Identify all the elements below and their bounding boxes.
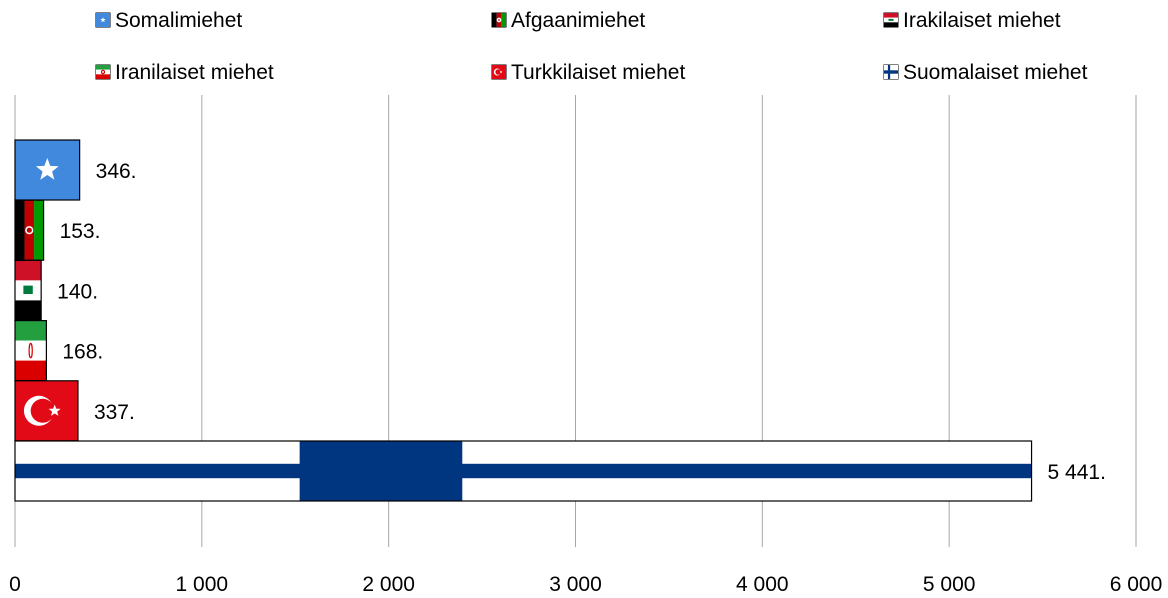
legend-label: Turkkilaiset miehet (511, 61, 685, 84)
bar-afghanistan (15, 200, 44, 261)
legend-swatch-iran-icon (96, 65, 110, 79)
legend-label: Somalimiehet (115, 9, 242, 32)
legend-item: Iranilaiset miehet (95, 61, 274, 84)
legend-label: Suomalaiset miehet (903, 61, 1088, 84)
legend-item: Turkkilaiset miehet (491, 61, 685, 84)
x-tick-label: 6 000 (1110, 573, 1163, 596)
bar-iran (15, 320, 47, 381)
legend-label: Afgaanimiehet (511, 9, 645, 32)
bar-turkey (15, 380, 78, 441)
legend-item: Afgaanimiehet (491, 9, 645, 32)
x-tick-label: 3 000 (549, 573, 602, 596)
data-label: 168. (62, 341, 103, 364)
bar-iraq (15, 260, 42, 321)
legend-item: Somalimiehet (95, 9, 242, 32)
x-tick-label: 1 000 (176, 573, 229, 596)
x-tick-label: 4 000 (736, 573, 789, 596)
x-tick-label: 2 000 (362, 573, 415, 596)
data-label: 140. (57, 280, 98, 303)
data-label: 337. (94, 401, 135, 424)
data-label: 153. (60, 220, 101, 243)
legend-item: Irakilaiset miehet (883, 9, 1061, 32)
legend-label: Iranilaiset miehet (115, 61, 274, 84)
x-tick-label: 5 000 (923, 573, 976, 596)
bar-finland (15, 441, 1032, 501)
legend-item: Suomalaiset miehet (883, 61, 1088, 84)
x-tick-label: 0 (9, 573, 21, 596)
legend-swatch-turkey-icon (492, 65, 506, 79)
legend-swatch-somalia-icon (96, 13, 110, 27)
bar-somalia (15, 140, 80, 200)
data-label: 5 441. (1048, 461, 1106, 484)
bar-border (14, 440, 1033, 502)
legend-swatch-iraq-icon (884, 13, 898, 27)
legend-swatch-afghanistan-icon (492, 13, 506, 27)
bar-border (14, 139, 81, 201)
legend-swatch-finland-icon (884, 65, 898, 79)
legend-label: Irakilaiset miehet (903, 9, 1061, 32)
data-label: 346. (96, 160, 137, 183)
